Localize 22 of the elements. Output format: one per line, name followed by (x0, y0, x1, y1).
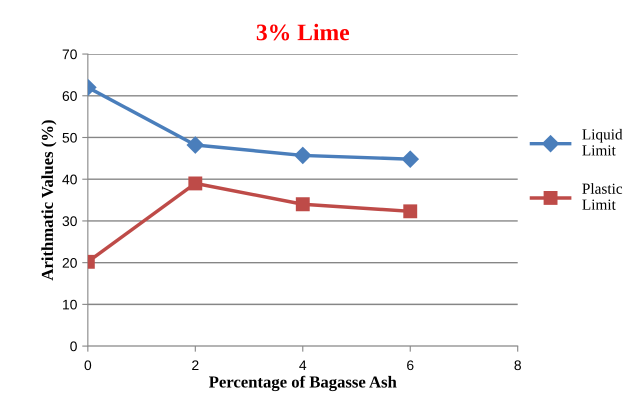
point (403, 204, 418, 218)
y-axis-title: Arithmatic Values (%) (41, 120, 56, 280)
y-tick-label: 70 (62, 49, 77, 60)
y-tick-label: 0 (70, 341, 77, 352)
y-tick-label: 40 (62, 174, 77, 184)
y-tick-label: 20 (62, 258, 77, 268)
y-tick-label: 10 (63, 300, 77, 310)
y-tick-label: 30 (62, 216, 77, 226)
point (296, 197, 310, 212)
x-tick-label: 4 (299, 360, 306, 370)
point (402, 150, 419, 168)
x-tick-label: 0 (84, 360, 92, 370)
y-tick-label: 50 (62, 132, 77, 143)
legend-label: Plastic Limit (582, 183, 622, 210)
point (294, 146, 312, 164)
legend-label: Liquid Limit (582, 128, 622, 156)
x-axis-title: Percentage of Bagasse Ash (209, 376, 397, 392)
chart-title: 3% Lime (256, 24, 350, 40)
y-tick-label: 60 (62, 91, 77, 101)
x-tick-label: 6 (407, 360, 414, 370)
x-tick-label: 8 (514, 360, 521, 370)
x-tick-label: 2 (192, 360, 198, 370)
